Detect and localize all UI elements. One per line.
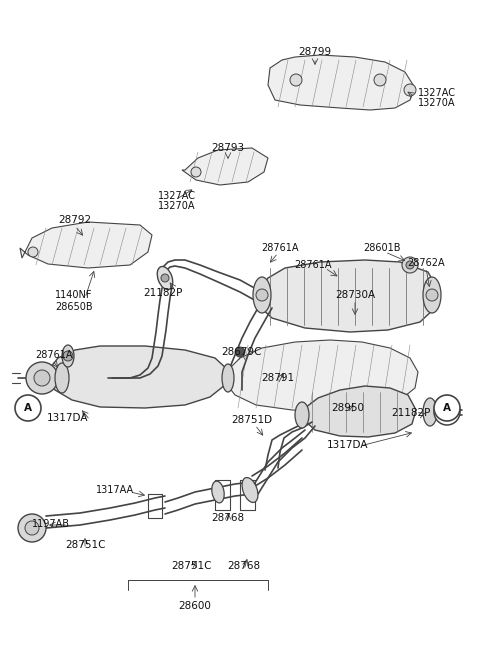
Ellipse shape [242, 478, 258, 502]
Circle shape [15, 395, 41, 421]
Circle shape [402, 257, 418, 273]
Text: 1140NF: 1140NF [55, 290, 93, 300]
Text: 28768: 28768 [228, 561, 261, 571]
Polygon shape [182, 148, 268, 185]
Text: 21182P: 21182P [144, 288, 183, 298]
Circle shape [290, 74, 302, 86]
Text: 28799: 28799 [299, 47, 332, 57]
Circle shape [18, 514, 46, 542]
Text: 28751C: 28751C [172, 561, 212, 571]
Circle shape [63, 351, 73, 361]
Text: 28761A: 28761A [35, 350, 72, 360]
Circle shape [256, 289, 268, 301]
Circle shape [404, 84, 416, 96]
Ellipse shape [295, 402, 309, 428]
Text: 28679C: 28679C [222, 347, 262, 357]
Circle shape [161, 274, 169, 282]
Text: 1327AC: 1327AC [158, 191, 196, 201]
Text: 28751D: 28751D [231, 415, 273, 425]
Polygon shape [304, 386, 416, 437]
Ellipse shape [157, 266, 173, 289]
Text: A: A [24, 403, 32, 413]
Polygon shape [258, 260, 438, 332]
Text: 13270A: 13270A [158, 201, 195, 211]
Text: 21182P: 21182P [391, 408, 431, 418]
Polygon shape [225, 340, 418, 412]
Ellipse shape [62, 345, 74, 367]
Text: 28762A: 28762A [407, 258, 445, 268]
Polygon shape [50, 346, 228, 408]
Text: 28751C: 28751C [65, 540, 105, 550]
Text: 28792: 28792 [59, 215, 92, 225]
Ellipse shape [222, 364, 234, 392]
Circle shape [25, 521, 39, 535]
Text: 28601B: 28601B [363, 243, 401, 253]
Polygon shape [20, 222, 152, 268]
Circle shape [28, 247, 38, 257]
Text: 28761A: 28761A [261, 243, 299, 253]
Circle shape [191, 167, 201, 177]
Text: 28600: 28600 [179, 601, 211, 611]
Text: 1317DA: 1317DA [327, 440, 369, 450]
Circle shape [434, 395, 460, 421]
Circle shape [26, 362, 58, 394]
Text: 28791: 28791 [262, 373, 295, 383]
Ellipse shape [423, 277, 441, 313]
Text: 28650B: 28650B [55, 302, 93, 312]
Text: A: A [443, 403, 451, 413]
Text: 28950: 28950 [332, 403, 364, 413]
Polygon shape [268, 55, 415, 110]
Circle shape [34, 370, 50, 386]
Text: 28730A: 28730A [335, 290, 375, 300]
Circle shape [374, 74, 386, 86]
Ellipse shape [55, 363, 69, 393]
Text: 1317AA: 1317AA [96, 485, 134, 495]
Ellipse shape [253, 277, 271, 313]
Text: 28768: 28768 [211, 513, 245, 523]
Text: 28793: 28793 [211, 143, 245, 153]
Circle shape [426, 289, 438, 301]
Text: 1317DA: 1317DA [47, 413, 89, 423]
Circle shape [406, 261, 414, 269]
Text: 13270A: 13270A [418, 98, 456, 108]
Circle shape [434, 399, 460, 425]
Text: 28761A: 28761A [294, 260, 332, 270]
Text: 1197AB: 1197AB [32, 519, 70, 529]
Circle shape [235, 347, 245, 357]
Ellipse shape [423, 398, 437, 426]
Text: 1327AC: 1327AC [418, 88, 456, 98]
Ellipse shape [212, 481, 224, 503]
